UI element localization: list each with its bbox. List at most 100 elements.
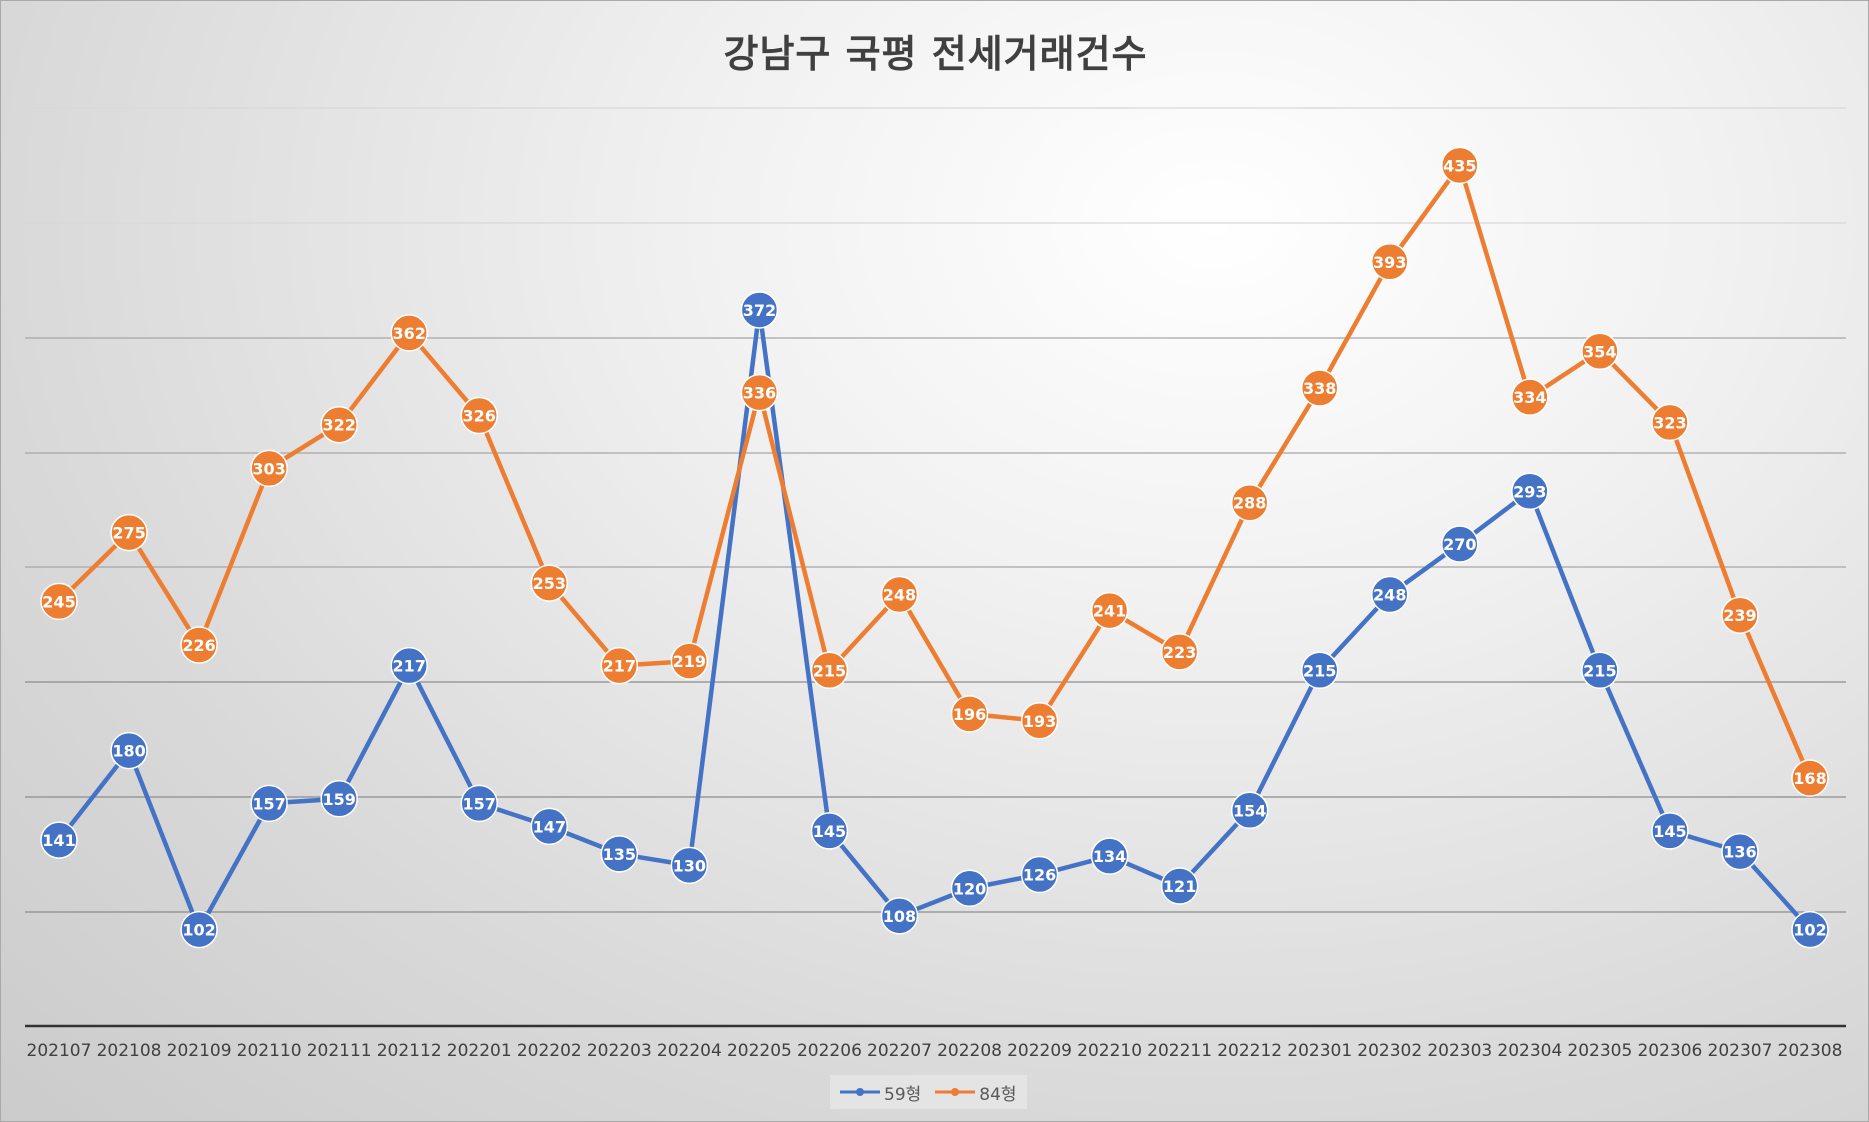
x-tick-label: 202306 — [1637, 1041, 1702, 1061]
data-label-84: 326 — [463, 407, 496, 426]
data-point-59 — [1511, 472, 1549, 511]
data-label-59: 136 — [1723, 843, 1756, 862]
data-point-84 — [40, 582, 78, 621]
data-point-59 — [740, 291, 779, 329]
data-label-84: 435 — [1443, 156, 1476, 175]
data-label-59: 135 — [603, 845, 636, 864]
data-point-84 — [1020, 702, 1059, 740]
data-label-84: 336 — [743, 384, 776, 403]
data-label-59: 159 — [322, 790, 355, 809]
data-label-59: 102 — [182, 921, 215, 940]
legend-marker-59-icon — [840, 1088, 880, 1096]
x-tick-label: 202301 — [1287, 1041, 1352, 1061]
data-point-59 — [460, 784, 498, 823]
data-label-59: 145 — [813, 822, 846, 841]
data-label-84: 338 — [1303, 379, 1336, 398]
data-label-59: 102 — [1793, 921, 1826, 940]
x-tick-label: 202302 — [1357, 1041, 1422, 1061]
data-point-59 — [110, 731, 148, 770]
data-label-59: 217 — [392, 657, 425, 676]
data-point-84 — [250, 449, 288, 488]
data-point-84 — [460, 396, 498, 435]
x-tick-label: 202202 — [517, 1041, 582, 1061]
data-point-59 — [950, 869, 989, 908]
data-label-59: 145 — [1653, 822, 1686, 841]
data-point-59 — [530, 807, 569, 846]
legend-marker-84-icon — [935, 1088, 976, 1096]
data-point-84 — [390, 314, 428, 352]
data-label-59: 215 — [1303, 661, 1336, 680]
legend-label-84: 84형 — [979, 1084, 1017, 1105]
data-point-59 — [810, 812, 849, 850]
data-point-59 — [1441, 525, 1479, 563]
x-tick-label: 202207 — [867, 1041, 932, 1061]
data-label-59: 121 — [1163, 877, 1196, 896]
x-tick-label: 202206 — [797, 1041, 862, 1061]
x-tick-label: 202209 — [1007, 1041, 1072, 1061]
data-point-59 — [40, 821, 78, 859]
data-point-84 — [1651, 403, 1689, 442]
data-label-59: 154 — [1233, 801, 1266, 820]
x-tick-label: 202305 — [1567, 1041, 1632, 1061]
x-tick-label: 202307 — [1708, 1041, 1773, 1061]
data-label-59: 126 — [1023, 866, 1056, 885]
x-tick-label: 202111 — [307, 1041, 372, 1061]
x-tick-label: 202108 — [97, 1041, 162, 1061]
x-tick-label: 202210 — [1077, 1041, 1142, 1061]
chart-title: 강남구 국평 전세거래건수 — [723, 32, 1148, 76]
data-point-59 — [670, 846, 709, 885]
data-label-84: 219 — [673, 652, 706, 671]
data-point-84 — [1441, 146, 1479, 185]
x-tick-label: 202205 — [727, 1041, 792, 1061]
data-label-59: 147 — [533, 817, 566, 836]
data-point-84 — [1581, 332, 1619, 371]
data-label-59: 157 — [463, 794, 496, 813]
data-point-84 — [1371, 243, 1409, 281]
data-point-84 — [530, 564, 569, 602]
data-point-59 — [1230, 791, 1269, 830]
data-label-84: 196 — [953, 705, 986, 724]
data-point-84 — [1300, 369, 1339, 407]
data-point-84 — [1791, 759, 1829, 797]
data-label-84: 322 — [322, 416, 355, 435]
data-point-59 — [1090, 837, 1129, 875]
data-point-59 — [180, 910, 218, 949]
legend-item-59: 59형 — [840, 1080, 921, 1105]
legend: 59형 84형 — [830, 1075, 1027, 1109]
x-tick-label: 202304 — [1497, 1041, 1562, 1061]
data-point-84 — [1230, 483, 1269, 522]
data-label-84: 248 — [883, 586, 916, 605]
data-point-84 — [180, 626, 218, 664]
data-point-84 — [320, 405, 358, 444]
data-point-84 — [1160, 633, 1199, 671]
data-label-59: 141 — [42, 831, 75, 850]
data-point-84 — [600, 646, 639, 685]
legend-item-84: 84형 — [935, 1080, 1017, 1105]
legend-label-59: 59형 — [884, 1084, 922, 1105]
data-point-84 — [740, 373, 779, 412]
data-point-84 — [1511, 378, 1549, 416]
data-label-84: 226 — [182, 636, 215, 655]
data-label-59: 157 — [252, 794, 285, 813]
data-point-59 — [320, 780, 358, 818]
data-label-84: 239 — [1723, 606, 1756, 625]
x-tick-label: 202107 — [27, 1041, 92, 1061]
data-label-84: 168 — [1793, 769, 1826, 788]
data-label-59: 270 — [1443, 535, 1476, 554]
data-label-59: 372 — [743, 301, 776, 320]
data-label-84: 362 — [392, 324, 425, 343]
x-tick-label: 202208 — [937, 1041, 1002, 1061]
data-point-84 — [110, 513, 148, 552]
data-point-84 — [880, 575, 919, 614]
data-label-59: 130 — [673, 856, 706, 875]
data-point-59 — [600, 835, 639, 873]
data-point-59 — [1581, 651, 1619, 690]
data-point-59 — [1791, 910, 1829, 949]
data-point-59 — [1651, 812, 1689, 850]
data-point-84 — [1090, 591, 1129, 630]
data-point-59 — [390, 646, 428, 685]
data-point-59 — [1721, 832, 1759, 871]
data-label-84: 303 — [252, 459, 285, 478]
data-point-84 — [810, 651, 849, 690]
